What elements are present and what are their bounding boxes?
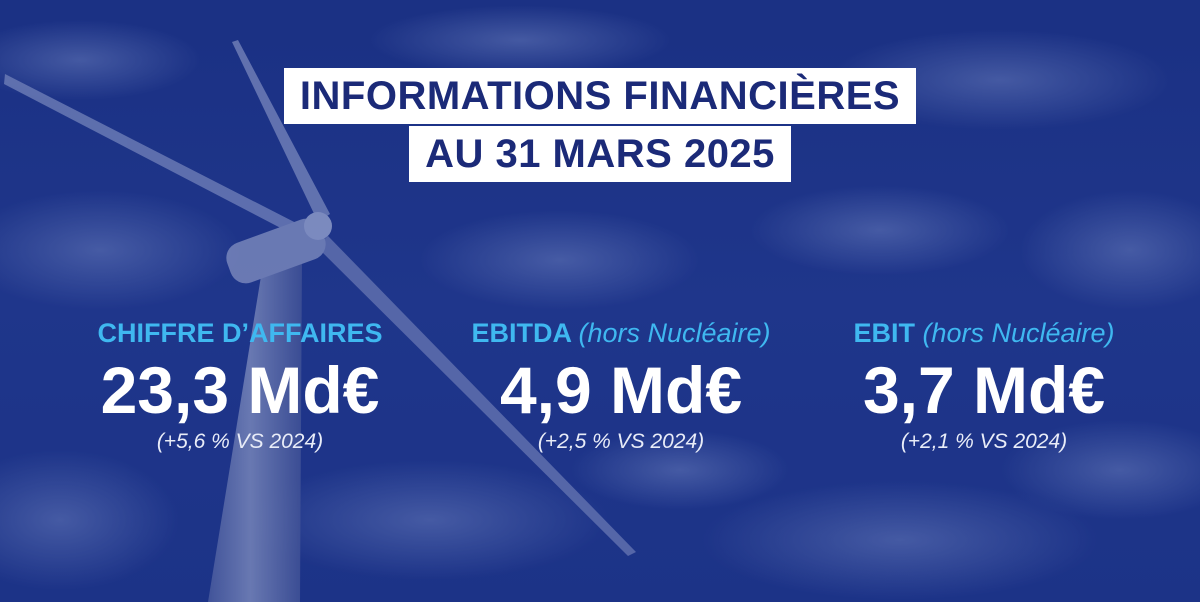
kpi-change: (+2,1 % VS 2024) [900, 430, 1068, 453]
kpi-row: CHIFFRE D’AFFAIRES 23,3 Md€ (+5,6 % VS 2… [0, 313, 1200, 483]
kpi-revenue: CHIFFRE D’AFFAIRES 23,3 Md€ (+5,6 % VS 2… [50, 313, 430, 457]
kpi-label-main: EBIT [853, 318, 915, 348]
kpi-label: EBIT (hors Nucléaire) [853, 313, 1114, 353]
kpi-value: 23,3 Md€ [100, 353, 380, 427]
kpi-label: CHIFFRE D’AFFAIRES [97, 313, 382, 353]
kpi-value: 3,7 Md€ [862, 353, 1106, 427]
kpi-ebit: EBIT (hors Nucléaire) 3,7 Md€ (+2,1 % VS… [794, 313, 1174, 457]
kpi-label-sub: (hors Nucléaire) [578, 318, 771, 348]
kpi-change: (+2,5 % VS 2024) [537, 430, 705, 453]
kpi-label-sub: (hors Nucléaire) [922, 318, 1115, 348]
kpi-label: EBITDA (hors Nucléaire) [471, 313, 770, 353]
wind-turbine-icon [4, 40, 636, 602]
kpi-change: (+5,6 % VS 2024) [156, 430, 324, 453]
kpi-ebitda: EBITDA (hors Nucléaire) 4,9 Md€ (+2,5 % … [431, 313, 811, 457]
kpi-value: 4,9 Md€ [499, 353, 743, 427]
page-title-line-1: INFORMATIONS FINANCIÈRES [283, 68, 917, 124]
kpi-label-main: EBITDA [471, 318, 571, 348]
kpi-label-main: CHIFFRE D’AFFAIRES [97, 318, 383, 348]
title-block: INFORMATIONS FINANCIÈRES AU 31 MARS 2025 [0, 68, 1200, 182]
page-title-line-2: AU 31 MARS 2025 [409, 126, 791, 182]
clouds [0, 5, 1200, 600]
